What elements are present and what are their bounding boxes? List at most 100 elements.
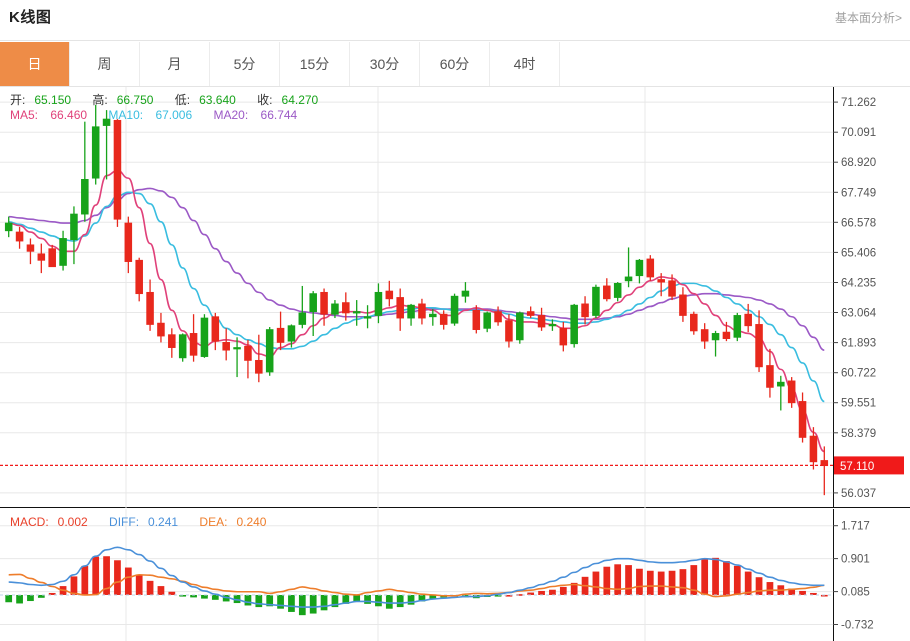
macd-hist-bar <box>614 564 622 595</box>
candle[interactable] <box>189 314 198 362</box>
tab-0[interactable]: 日 <box>0 42 70 86</box>
price-chart-svg[interactable]: 71.262 70.091 68.920 67.749 66.578 65.406 64.2… <box>0 87 910 508</box>
candle[interactable] <box>461 282 470 303</box>
candle[interactable] <box>668 274 676 301</box>
candle[interactable] <box>287 324 296 348</box>
candle[interactable] <box>298 285 307 329</box>
tab-7[interactable]: 4时 <box>490 42 560 86</box>
candle[interactable] <box>385 280 394 307</box>
candle[interactable] <box>744 303 752 333</box>
candle[interactable] <box>168 328 176 358</box>
candle[interactable] <box>91 104 100 185</box>
candle[interactable] <box>407 303 415 326</box>
candle[interactable] <box>124 216 133 274</box>
candle[interactable] <box>613 282 622 302</box>
candle[interactable] <box>494 306 502 326</box>
candle[interactable] <box>244 339 252 379</box>
candle[interactable] <box>418 298 426 325</box>
candle[interactable] <box>48 244 56 268</box>
candle[interactable] <box>429 309 437 326</box>
candle[interactable] <box>146 279 154 331</box>
macd-hist-bar <box>27 594 34 602</box>
tab-6[interactable]: 60分 <box>420 42 490 86</box>
candle[interactable] <box>255 334 263 383</box>
tab-2[interactable]: 月 <box>140 42 210 86</box>
candle[interactable] <box>526 306 535 319</box>
candle[interactable] <box>265 327 274 376</box>
candle[interactable] <box>603 278 611 302</box>
candle[interactable] <box>700 323 709 349</box>
candle[interactable] <box>635 258 644 284</box>
candle[interactable] <box>657 273 665 297</box>
candle[interactable] <box>624 247 633 288</box>
candle[interactable] <box>200 314 209 358</box>
tab-3[interactable]: 5分 <box>210 42 280 86</box>
candle[interactable] <box>342 292 350 321</box>
candle[interactable] <box>222 328 230 361</box>
candle[interactable] <box>276 311 285 351</box>
candle[interactable] <box>483 311 491 333</box>
tab-5[interactable]: 30分 <box>350 42 420 86</box>
candle[interactable] <box>766 348 774 398</box>
candle[interactable] <box>537 307 546 331</box>
candle[interactable] <box>548 319 557 331</box>
macd-hist-bar <box>494 594 502 597</box>
candle[interactable] <box>516 311 524 344</box>
fundamental-analysis-link[interactable]: 基本面分析> <box>834 11 902 25</box>
candle[interactable] <box>320 288 328 326</box>
candle[interactable] <box>233 337 241 378</box>
candle[interactable] <box>352 300 361 326</box>
candle[interactable] <box>331 300 339 319</box>
candle[interactable] <box>646 255 655 281</box>
candle[interactable] <box>505 314 513 348</box>
candle-body <box>287 325 296 342</box>
candle[interactable] <box>722 321 731 342</box>
candle[interactable] <box>178 333 187 362</box>
macd-hist-bar <box>679 569 687 595</box>
candle[interactable] <box>755 310 763 372</box>
candle[interactable] <box>809 427 818 470</box>
candle[interactable] <box>70 206 78 265</box>
candle[interactable] <box>820 446 829 496</box>
candle[interactable] <box>450 293 459 326</box>
macd-hist-bar <box>375 594 382 607</box>
candle[interactable] <box>787 377 796 408</box>
candle[interactable] <box>798 392 807 443</box>
candle[interactable] <box>374 283 383 324</box>
candle[interactable] <box>157 312 165 343</box>
candle[interactable] <box>733 312 742 342</box>
candle[interactable] <box>135 257 143 302</box>
macd-panel[interactable]: 1.717 0.901 0.085 -0.732 MACD: 0.002 DIFF: 0.… <box>0 509 910 641</box>
candle[interactable] <box>396 288 404 331</box>
candle[interactable] <box>581 296 589 325</box>
macd-hist-bar <box>810 592 817 595</box>
candle[interactable] <box>439 310 448 330</box>
candle[interactable] <box>570 303 578 348</box>
macd-chart-svg[interactable]: 1.717 0.901 0.085 -0.732 <box>0 509 910 641</box>
candle[interactable] <box>59 230 67 271</box>
candle[interactable] <box>15 226 24 249</box>
macd-hist-bar <box>255 594 263 608</box>
macd-hist-bar <box>592 571 600 595</box>
candle[interactable] <box>4 216 13 238</box>
price-panel[interactable]: 71.262 70.091 68.920 67.749 66.578 65.406 64.2… <box>0 87 910 508</box>
candle[interactable] <box>711 330 720 357</box>
candle[interactable] <box>690 311 698 335</box>
candle[interactable] <box>777 375 785 411</box>
candle[interactable] <box>26 238 35 265</box>
candle[interactable] <box>102 110 111 180</box>
candle[interactable] <box>363 305 372 329</box>
candle[interactable] <box>679 287 687 322</box>
candle[interactable] <box>37 243 46 274</box>
candle[interactable] <box>309 291 317 337</box>
candle[interactable] <box>592 284 600 319</box>
tab-1[interactable]: 周 <box>70 42 140 86</box>
candle-body <box>37 253 46 261</box>
candle[interactable] <box>113 119 122 227</box>
page-title: K线图 <box>9 9 52 26</box>
candle[interactable] <box>559 321 568 352</box>
candle[interactable] <box>211 312 220 351</box>
tab-4[interactable]: 15分 <box>280 42 350 86</box>
candle[interactable] <box>472 305 481 334</box>
candle[interactable] <box>81 121 89 222</box>
